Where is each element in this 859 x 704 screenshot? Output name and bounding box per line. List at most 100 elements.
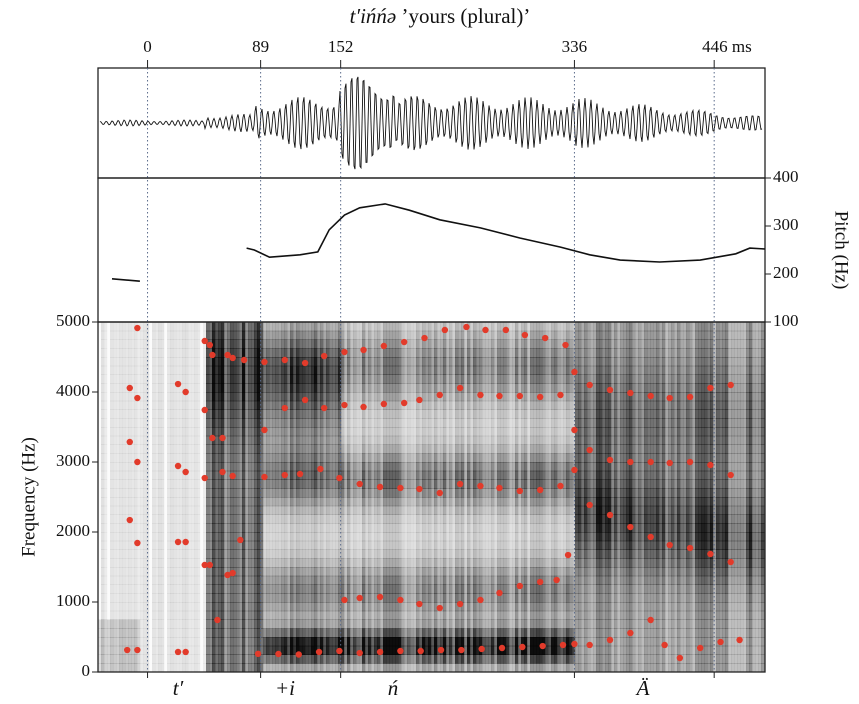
spec-cell: [401, 357, 404, 366]
spec-cell: [236, 427, 239, 436]
spec-cell: [167, 593, 170, 602]
spec-cell: [257, 550, 260, 559]
spec-cell: [245, 410, 248, 419]
spec-cell: [263, 567, 266, 576]
spec-cell: [299, 366, 302, 375]
spec-cell: [443, 453, 446, 462]
spec-cell: [356, 628, 359, 637]
spec-cell: [440, 567, 443, 576]
spec-cell: [113, 611, 116, 620]
spec-cell: [317, 515, 320, 524]
spec-cell: [317, 383, 320, 392]
spec-cell: [113, 637, 116, 646]
spec-cell: [479, 541, 482, 550]
spec-cell: [191, 392, 194, 401]
spec-cell: [110, 663, 113, 672]
spec-cell: [443, 558, 446, 567]
spec-cell: [392, 340, 395, 349]
spec-cell: [287, 550, 290, 559]
spec-cell: [464, 541, 467, 550]
spec-cell: [365, 462, 368, 471]
spec-cell: [425, 620, 428, 629]
spec-cell: [461, 410, 464, 419]
spec-cell: [350, 366, 353, 375]
spec-cell: [452, 532, 455, 541]
spec-cell: [263, 646, 266, 655]
spec-cell: [401, 523, 404, 532]
spec-cell: [374, 550, 377, 559]
spec-cell: [314, 532, 317, 541]
spec-cell: [383, 620, 386, 629]
spec-cell: [140, 550, 143, 559]
spec-cell: [155, 340, 158, 349]
spec-cell: [182, 523, 185, 532]
spec-cell: [329, 348, 332, 357]
spec-cell: [431, 392, 434, 401]
spec-cell: [218, 348, 221, 357]
spec-cell: [197, 637, 200, 646]
spec-cell: [272, 541, 275, 550]
spec-cell: [161, 331, 164, 340]
spec-cell: [308, 488, 311, 497]
spec-cell: [116, 541, 119, 550]
spec-cell: [221, 453, 224, 462]
spec-cell: [284, 523, 287, 532]
spec-cell: [368, 663, 371, 672]
spec-cell: [383, 375, 386, 384]
spec-cell: [158, 628, 161, 637]
spec-cell: [470, 392, 473, 401]
spec-cell: [125, 392, 128, 401]
spec-cell: [137, 558, 140, 567]
spec-cell: [155, 515, 158, 524]
spec-cell: [215, 550, 218, 559]
spec-cell: [314, 541, 317, 550]
spec-cell: [467, 348, 470, 357]
spec-cell: [473, 453, 476, 462]
spec-cell: [134, 331, 137, 340]
spec-cell: [230, 480, 233, 489]
spec-cell: [278, 663, 281, 672]
spec-cell: [218, 550, 221, 559]
spec-cell: [212, 523, 215, 532]
spec-cell: [353, 646, 356, 655]
spec-cell: [242, 515, 245, 524]
spec-cell: [341, 620, 344, 629]
spec-cell: [161, 375, 164, 384]
spec-cell: [467, 655, 470, 664]
spec-cell: [251, 602, 254, 611]
spec-cell: [245, 348, 248, 357]
spec-cell: [227, 462, 230, 471]
spec-cell: [167, 515, 170, 524]
spec-cell: [476, 357, 479, 366]
spec-cell: [419, 515, 422, 524]
spec-cell: [380, 663, 383, 672]
spec-cell: [344, 436, 347, 445]
spec-cell: [329, 383, 332, 392]
spec-cell: [416, 471, 419, 480]
spec-cell: [404, 550, 407, 559]
spec-cell: [227, 637, 230, 646]
spec-cell: [302, 366, 305, 375]
spec-cell: [116, 383, 119, 392]
spec-cell: [482, 628, 485, 637]
spec-cell: [104, 410, 107, 419]
spec-cell: [374, 348, 377, 357]
spec-cell: [155, 462, 158, 471]
spec-cell: [248, 471, 251, 480]
spec-cell: [101, 410, 104, 419]
spec-cell: [422, 366, 425, 375]
spec-cell: [407, 646, 410, 655]
spec-cell: [161, 506, 164, 515]
spec-cell: [110, 392, 113, 401]
spec-cell: [350, 620, 353, 629]
spec-cell: [251, 550, 254, 559]
spec-cell: [176, 506, 179, 515]
spec-cell: [278, 593, 281, 602]
spec-cell: [368, 558, 371, 567]
spec-cell: [377, 611, 380, 620]
spec-cell: [404, 462, 407, 471]
spec-cell: [140, 445, 143, 454]
spec-cell: [446, 453, 449, 462]
spec-cell: [344, 497, 347, 506]
spec-cell: [239, 646, 242, 655]
